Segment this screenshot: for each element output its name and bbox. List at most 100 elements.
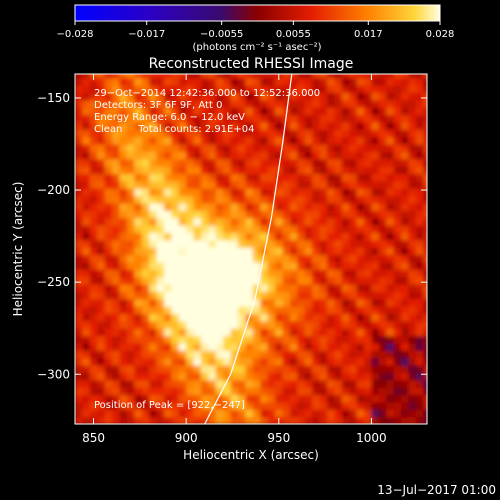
heatmap-cell xyxy=(319,372,328,381)
heatmap-cell xyxy=(238,394,247,403)
heatmap-cell xyxy=(378,416,387,424)
heatmap-cell xyxy=(260,121,269,130)
heatmap-cell xyxy=(112,298,121,307)
heatmap-cell xyxy=(289,144,298,152)
heatmap-cell xyxy=(238,232,247,241)
heatmap-cell xyxy=(334,225,343,234)
heatmap-cell xyxy=(275,254,284,263)
heatmap-cell xyxy=(156,320,165,329)
heatmap-cell xyxy=(89,342,98,351)
heatmap-cell xyxy=(349,151,358,160)
heatmap-cell xyxy=(200,298,209,307)
heatmap-cell xyxy=(319,291,328,300)
heatmap-cell xyxy=(349,202,358,211)
heatmap-cell xyxy=(297,365,306,374)
heatmap-cell xyxy=(349,77,358,86)
heatmap-cell xyxy=(408,166,417,175)
heatmap-cell xyxy=(186,261,195,270)
heatmap-cell xyxy=(208,114,217,123)
heatmap-cell xyxy=(245,158,254,167)
heatmap-cell xyxy=(82,121,91,130)
heatmap-cell xyxy=(334,313,343,322)
heatmap-cell xyxy=(97,365,106,374)
heatmap-cell xyxy=(423,298,427,307)
heatmap-cell xyxy=(178,74,187,79)
heatmap-cell xyxy=(126,276,135,285)
heatmap-cell xyxy=(208,210,217,219)
heatmap-cell xyxy=(223,313,232,322)
heatmap-cell xyxy=(275,173,284,182)
heatmap-cell xyxy=(275,335,284,344)
heatmap-cell xyxy=(208,261,217,270)
heatmap-cell xyxy=(312,247,321,256)
heatmap-cell xyxy=(75,328,84,337)
heatmap-cell xyxy=(275,144,284,152)
heatmap-cell xyxy=(275,372,284,381)
heatmap-cell xyxy=(386,365,395,374)
heatmap-cell xyxy=(149,136,158,145)
heatmap-cell xyxy=(193,335,202,344)
heatmap-cell xyxy=(275,180,284,189)
heatmap-cell xyxy=(156,291,165,300)
heatmap-cell xyxy=(297,394,306,403)
heatmap-cell xyxy=(238,77,247,86)
heatmap-cell xyxy=(423,151,427,160)
heatmap-cell xyxy=(119,173,128,182)
heatmap-cell xyxy=(156,121,165,130)
heatmap-cell xyxy=(401,144,410,152)
heatmap-cell xyxy=(415,188,424,197)
heatmap-cell xyxy=(260,114,269,123)
heatmap-cell xyxy=(141,254,150,263)
heatmap-cell xyxy=(193,254,202,263)
heatmap-cell xyxy=(423,350,427,359)
heatmap-cell xyxy=(112,320,121,329)
heatmap-cell xyxy=(178,276,187,285)
heatmap-cell xyxy=(401,114,410,123)
heatmap-cell xyxy=(141,416,150,424)
heatmap-cell xyxy=(341,92,350,101)
heatmap-cell xyxy=(282,202,291,211)
heatmap-cell xyxy=(245,144,254,152)
heatmap-cell xyxy=(134,151,143,160)
heatmap-cell xyxy=(238,114,247,123)
heatmap-cell xyxy=(186,298,195,307)
heatmap-cell xyxy=(104,269,113,278)
heatmap-cell xyxy=(178,298,187,307)
heatmap-cell xyxy=(312,99,321,108)
heatmap-cell xyxy=(119,261,128,270)
heatmap-cell xyxy=(193,350,202,359)
heatmap-cell xyxy=(378,85,387,94)
heatmap-cell xyxy=(97,217,106,226)
heatmap-cell xyxy=(223,180,232,189)
heatmap-cell xyxy=(378,173,387,182)
heatmap-cell xyxy=(223,306,232,315)
heatmap-cell xyxy=(364,298,373,307)
heatmap-cell xyxy=(104,401,113,410)
heatmap-cell xyxy=(193,261,202,270)
heatmap-cell xyxy=(304,401,313,410)
heatmap-cell xyxy=(401,129,410,138)
heatmap-cell xyxy=(149,306,158,315)
heatmap-cell xyxy=(82,365,91,374)
heatmap-cell xyxy=(401,107,410,116)
heatmap-cell xyxy=(401,136,410,145)
heatmap-cell xyxy=(356,247,365,256)
heatmap-cell xyxy=(275,276,284,285)
heatmap-cell xyxy=(282,77,291,86)
heatmap-cell xyxy=(252,158,261,167)
heatmap-cell xyxy=(415,85,424,94)
heatmap-cell xyxy=(134,114,143,123)
heatmap-cell xyxy=(208,276,217,285)
heatmap-cell xyxy=(171,188,180,197)
x-tick-label: 900 xyxy=(175,431,198,445)
heatmap-cell xyxy=(415,77,424,86)
heatmap-cell xyxy=(186,74,195,79)
heatmap-cell xyxy=(215,239,224,248)
heatmap-cell xyxy=(200,394,209,403)
heatmap-cell xyxy=(186,284,195,292)
heatmap-cell xyxy=(141,188,150,197)
heatmap-cell xyxy=(289,335,298,344)
heatmap-cell xyxy=(171,335,180,344)
heatmap-cell xyxy=(171,261,180,270)
heatmap-cell xyxy=(378,409,387,418)
